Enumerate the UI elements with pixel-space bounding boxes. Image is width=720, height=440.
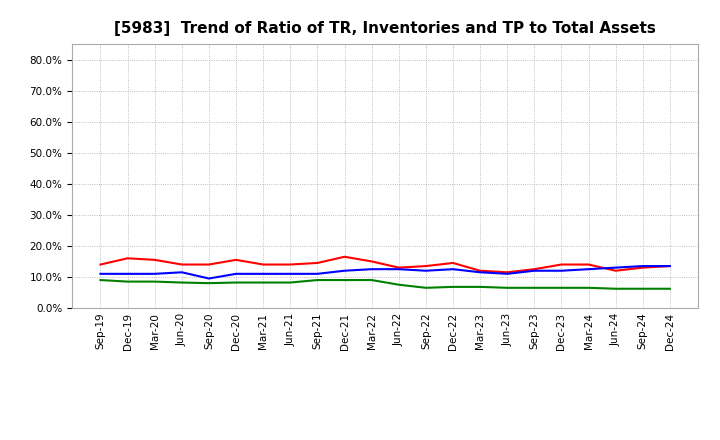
Trade Payables — [204, 281, 213, 286]
Inventories — [259, 271, 268, 276]
Trade Receivables — [530, 267, 539, 272]
Trade Payables — [395, 282, 403, 287]
Inventories — [341, 268, 349, 273]
Trade Receivables — [341, 254, 349, 260]
Inventories — [476, 270, 485, 275]
Inventories — [286, 271, 294, 276]
Inventories — [232, 271, 240, 276]
Inventories — [421, 268, 430, 273]
Inventories — [584, 267, 593, 272]
Trade Payables — [178, 280, 186, 285]
Trade Payables — [611, 286, 620, 291]
Trade Payables — [665, 286, 674, 291]
Trade Payables — [584, 285, 593, 290]
Trade Receivables — [232, 257, 240, 263]
Trade Payables — [639, 286, 647, 291]
Trade Receivables — [395, 265, 403, 270]
Trade Receivables — [367, 259, 376, 264]
Inventories — [557, 268, 566, 273]
Inventories — [639, 264, 647, 269]
Inventories — [449, 267, 457, 272]
Trade Receivables — [449, 260, 457, 266]
Trade Payables — [313, 277, 322, 282]
Trade Receivables — [611, 268, 620, 273]
Trade Receivables — [584, 262, 593, 267]
Trade Receivables — [313, 260, 322, 266]
Inventories — [204, 276, 213, 281]
Trade Receivables — [421, 264, 430, 269]
Inventories — [395, 267, 403, 272]
Trade Payables — [503, 285, 511, 290]
Trade Receivables — [259, 262, 268, 267]
Inventories — [313, 271, 322, 276]
Trade Payables — [123, 279, 132, 284]
Trade Payables — [96, 277, 105, 282]
Trade Receivables — [178, 262, 186, 267]
Trade Payables — [557, 285, 566, 290]
Trade Receivables — [503, 270, 511, 275]
Inventories — [665, 264, 674, 269]
Trade Receivables — [557, 262, 566, 267]
Inventories — [178, 270, 186, 275]
Trade Receivables — [123, 256, 132, 261]
Line: Trade Receivables: Trade Receivables — [101, 257, 670, 272]
Trade Payables — [367, 277, 376, 282]
Trade Receivables — [96, 262, 105, 267]
Trade Receivables — [204, 262, 213, 267]
Inventories — [530, 268, 539, 273]
Line: Trade Payables: Trade Payables — [101, 280, 670, 289]
Line: Inventories: Inventories — [101, 266, 670, 279]
Trade Receivables — [665, 264, 674, 269]
Trade Payables — [150, 279, 159, 284]
Trade Payables — [232, 280, 240, 285]
Title: [5983]  Trend of Ratio of TR, Inventories and TP to Total Assets: [5983] Trend of Ratio of TR, Inventories… — [114, 21, 656, 36]
Inventories — [96, 271, 105, 276]
Inventories — [503, 271, 511, 276]
Inventories — [611, 265, 620, 270]
Trade Payables — [286, 280, 294, 285]
Trade Receivables — [639, 265, 647, 270]
Trade Payables — [341, 277, 349, 282]
Trade Payables — [476, 284, 485, 290]
Trade Payables — [530, 285, 539, 290]
Trade Receivables — [286, 262, 294, 267]
Trade Receivables — [150, 257, 159, 263]
Inventories — [150, 271, 159, 276]
Trade Receivables — [476, 268, 485, 273]
Inventories — [123, 271, 132, 276]
Trade Payables — [421, 285, 430, 290]
Trade Payables — [259, 280, 268, 285]
Trade Payables — [449, 284, 457, 290]
Inventories — [367, 267, 376, 272]
